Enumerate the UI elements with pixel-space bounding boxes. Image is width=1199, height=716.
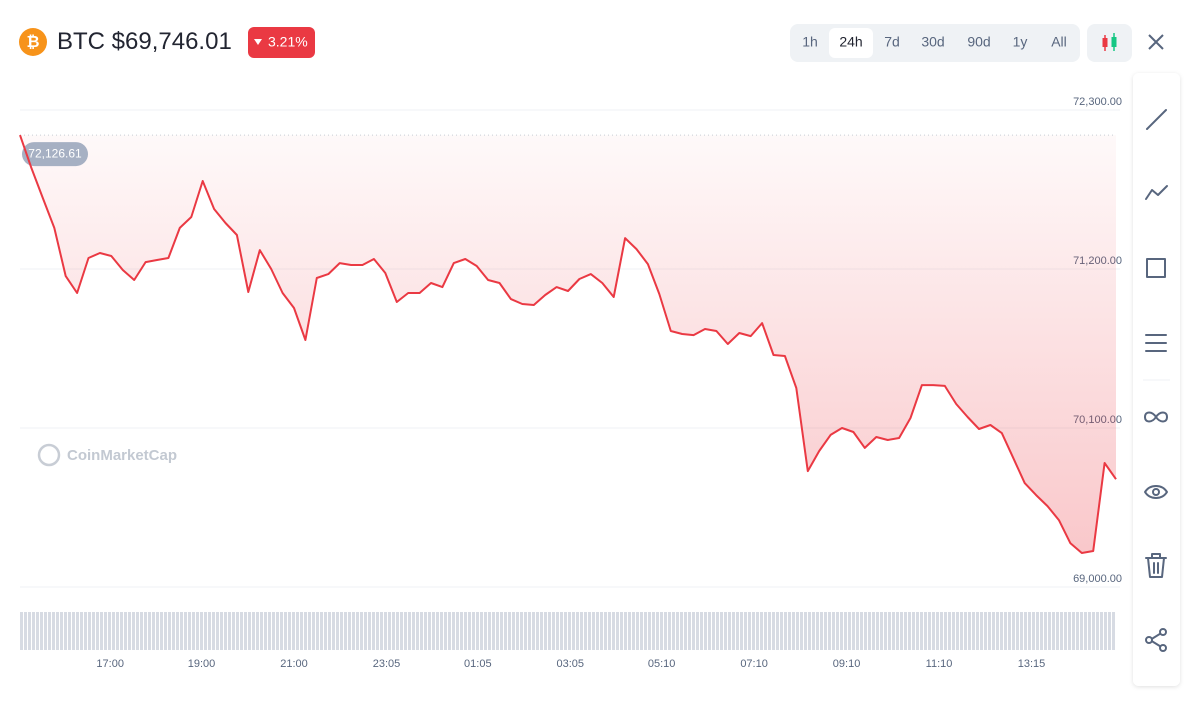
- polyline-tool[interactable]: [1145, 185, 1168, 200]
- candle: [1111, 37, 1117, 47]
- x-tick-label: 07:10: [740, 658, 768, 670]
- x-tick-label: 11:10: [926, 658, 953, 670]
- symbol: BTC: [57, 28, 105, 55]
- timeframe-button[interactable]: 1h: [802, 34, 818, 50]
- share-node: [1159, 628, 1167, 636]
- x-tick-label: 01:05: [464, 658, 492, 670]
- rectangle-tool[interactable]: [1146, 258, 1166, 278]
- x-tick-label: 05:10: [648, 658, 676, 670]
- timeframe-button[interactable]: 24h: [839, 34, 862, 50]
- down-arrow: [254, 39, 262, 45]
- x-tick-label: 03:05: [557, 658, 585, 670]
- x-tick-label: 21:00: [280, 658, 308, 670]
- x-tick-label: 17:00: [96, 658, 124, 670]
- price: $69,746.01: [112, 28, 232, 55]
- chart-type-button[interactable]: [1087, 24, 1132, 62]
- x-tick-label: 23:05: [373, 658, 401, 670]
- lines-tool[interactable]: [1145, 334, 1167, 352]
- close-button[interactable]: [1148, 34, 1164, 50]
- timeframes: 1h 24h 7d 30d 90d 1y All: [802, 28, 1067, 58]
- reference-label: 72,126.61: [28, 147, 82, 161]
- change-badge: [248, 27, 315, 58]
- area: [20, 135, 1116, 553]
- share-node: [1159, 644, 1167, 652]
- reference-badge: [22, 142, 88, 167]
- candle: [1102, 38, 1108, 47]
- timeframe-button[interactable]: 30d: [921, 34, 944, 50]
- timeframe-button[interactable]: All: [1051, 34, 1067, 50]
- trend-line-tool[interactable]: [1146, 109, 1167, 130]
- price-heading: BTC $69,746.01: [57, 28, 232, 55]
- timeframe-button[interactable]: 1y: [1013, 34, 1028, 50]
- x-tick-label: 09:10: [833, 658, 861, 670]
- x-tick-label: 13:15: [1018, 658, 1046, 670]
- plot: 69,000.0070,100.0071,200.0072,300.0017:0…: [19, 96, 1122, 670]
- watermark: CoinMarketCap: [67, 447, 177, 464]
- timeframe-active: [829, 28, 873, 58]
- y-tick-label: 72,300.00: [1073, 96, 1122, 108]
- watermark-logo: [37, 443, 61, 467]
- delete-tool[interactable]: [1145, 553, 1167, 578]
- volume-strip: [20, 612, 1116, 650]
- y-tick-label: 69,000.00: [1073, 573, 1122, 585]
- timeframe-button[interactable]: 7d: [884, 34, 900, 50]
- coin-icon: [19, 28, 47, 56]
- coin-glyph: ₿: [26, 33, 39, 51]
- x-tick-label: 19:00: [188, 658, 216, 670]
- timeframe-button[interactable]: 90d: [967, 34, 990, 50]
- visibility-tool[interactable]: [1144, 485, 1168, 499]
- share-node: [1145, 636, 1153, 644]
- infinite-tool[interactable]: [1144, 411, 1168, 423]
- price-line: [19, 134, 1117, 554]
- visibility-pupil: [1152, 488, 1160, 496]
- change: 3.21%: [268, 34, 308, 50]
